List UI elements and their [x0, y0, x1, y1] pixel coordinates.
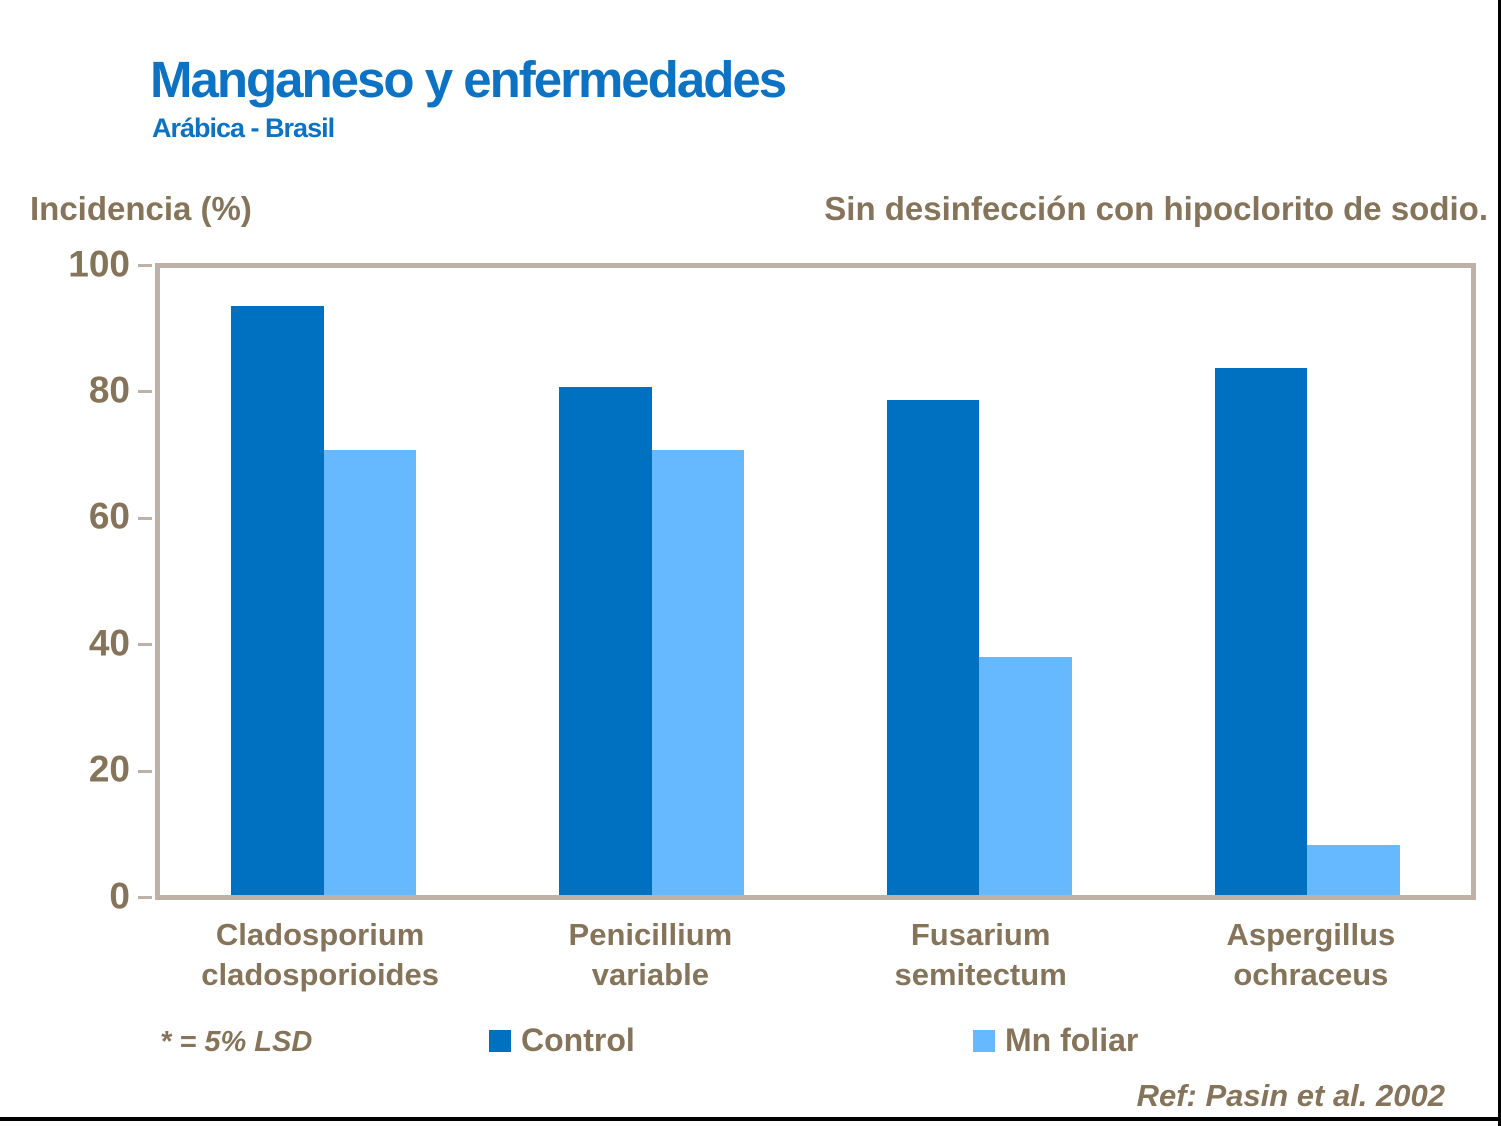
plot-area: 0 20 40 60 80 100 [68, 243, 1476, 916]
page-subtitle: Arábica - Brasil [152, 113, 335, 143]
y-tick-mark-80 [138, 390, 152, 394]
bar-group-3 [816, 268, 1144, 895]
y-tick-label-40: 40 [88, 622, 130, 664]
y-tick-mark-60 [138, 516, 152, 520]
y-tick-label-80: 80 [88, 369, 130, 411]
y-tick-mark-100 [138, 264, 152, 267]
category-label-2: Penicillium variable [568, 917, 733, 993]
x-axis-category-labels: Cladosporium cladosporioides Penicillium … [155, 915, 1476, 996]
bar-mn-foliar-1 [323, 449, 417, 895]
y-tick-label-20: 20 [88, 748, 130, 790]
y-tick-label-60: 60 [88, 495, 130, 537]
y-tick-label-100: 100 [68, 242, 130, 284]
y-tick-label-0: 0 [109, 874, 130, 916]
category-label-4: Aspergillus ochraceus [1226, 917, 1396, 993]
bar-group-2 [488, 268, 816, 895]
y-tick-mark-0 [138, 896, 152, 899]
bar-group-1 [160, 268, 488, 895]
bar-control-4 [1214, 368, 1308, 895]
slide-right-border [1498, 0, 1501, 1126]
legend-swatch-mn-foliar [973, 1029, 995, 1052]
category-label-3: Fusarium semitectum [894, 917, 1067, 993]
lsd-footnote: * = 5% LSD [160, 1026, 313, 1058]
bar-mn-foliar-2 [651, 449, 745, 895]
bar-plot [155, 263, 1476, 900]
bar-control-2 [559, 387, 652, 895]
y-tick-mark-20 [138, 769, 152, 773]
reference-citation: Ref: Pasin et al. 2002 [1136, 1078, 1445, 1113]
legend-label-control: Control [521, 1022, 635, 1058]
page-title: Manganeso y enfermedades [150, 51, 787, 108]
legend-item-control: Control [489, 1022, 635, 1059]
bar-control-1 [231, 305, 324, 895]
category-label-1: Cladosporium cladosporioides [201, 917, 439, 993]
y-axis-label: Incidencia (%) [30, 190, 252, 227]
legend-label-mn-foliar: Mn foliar [1005, 1022, 1139, 1058]
y-tick-mark-40 [138, 643, 152, 647]
bar-mn-foliar-4 [1307, 844, 1400, 895]
slide-bottom-border [0, 1117, 1501, 1121]
bar-group-4 [1143, 268, 1471, 895]
bar-mn-foliar-3 [979, 656, 1072, 895]
bar-control-3 [886, 399, 980, 895]
legend-item-mn-foliar: Mn foliar [973, 1022, 1138, 1059]
legend-swatch-control [489, 1029, 511, 1052]
chart-annotation: Sin desinfección con hipoclorito de sodi… [824, 190, 1488, 227]
